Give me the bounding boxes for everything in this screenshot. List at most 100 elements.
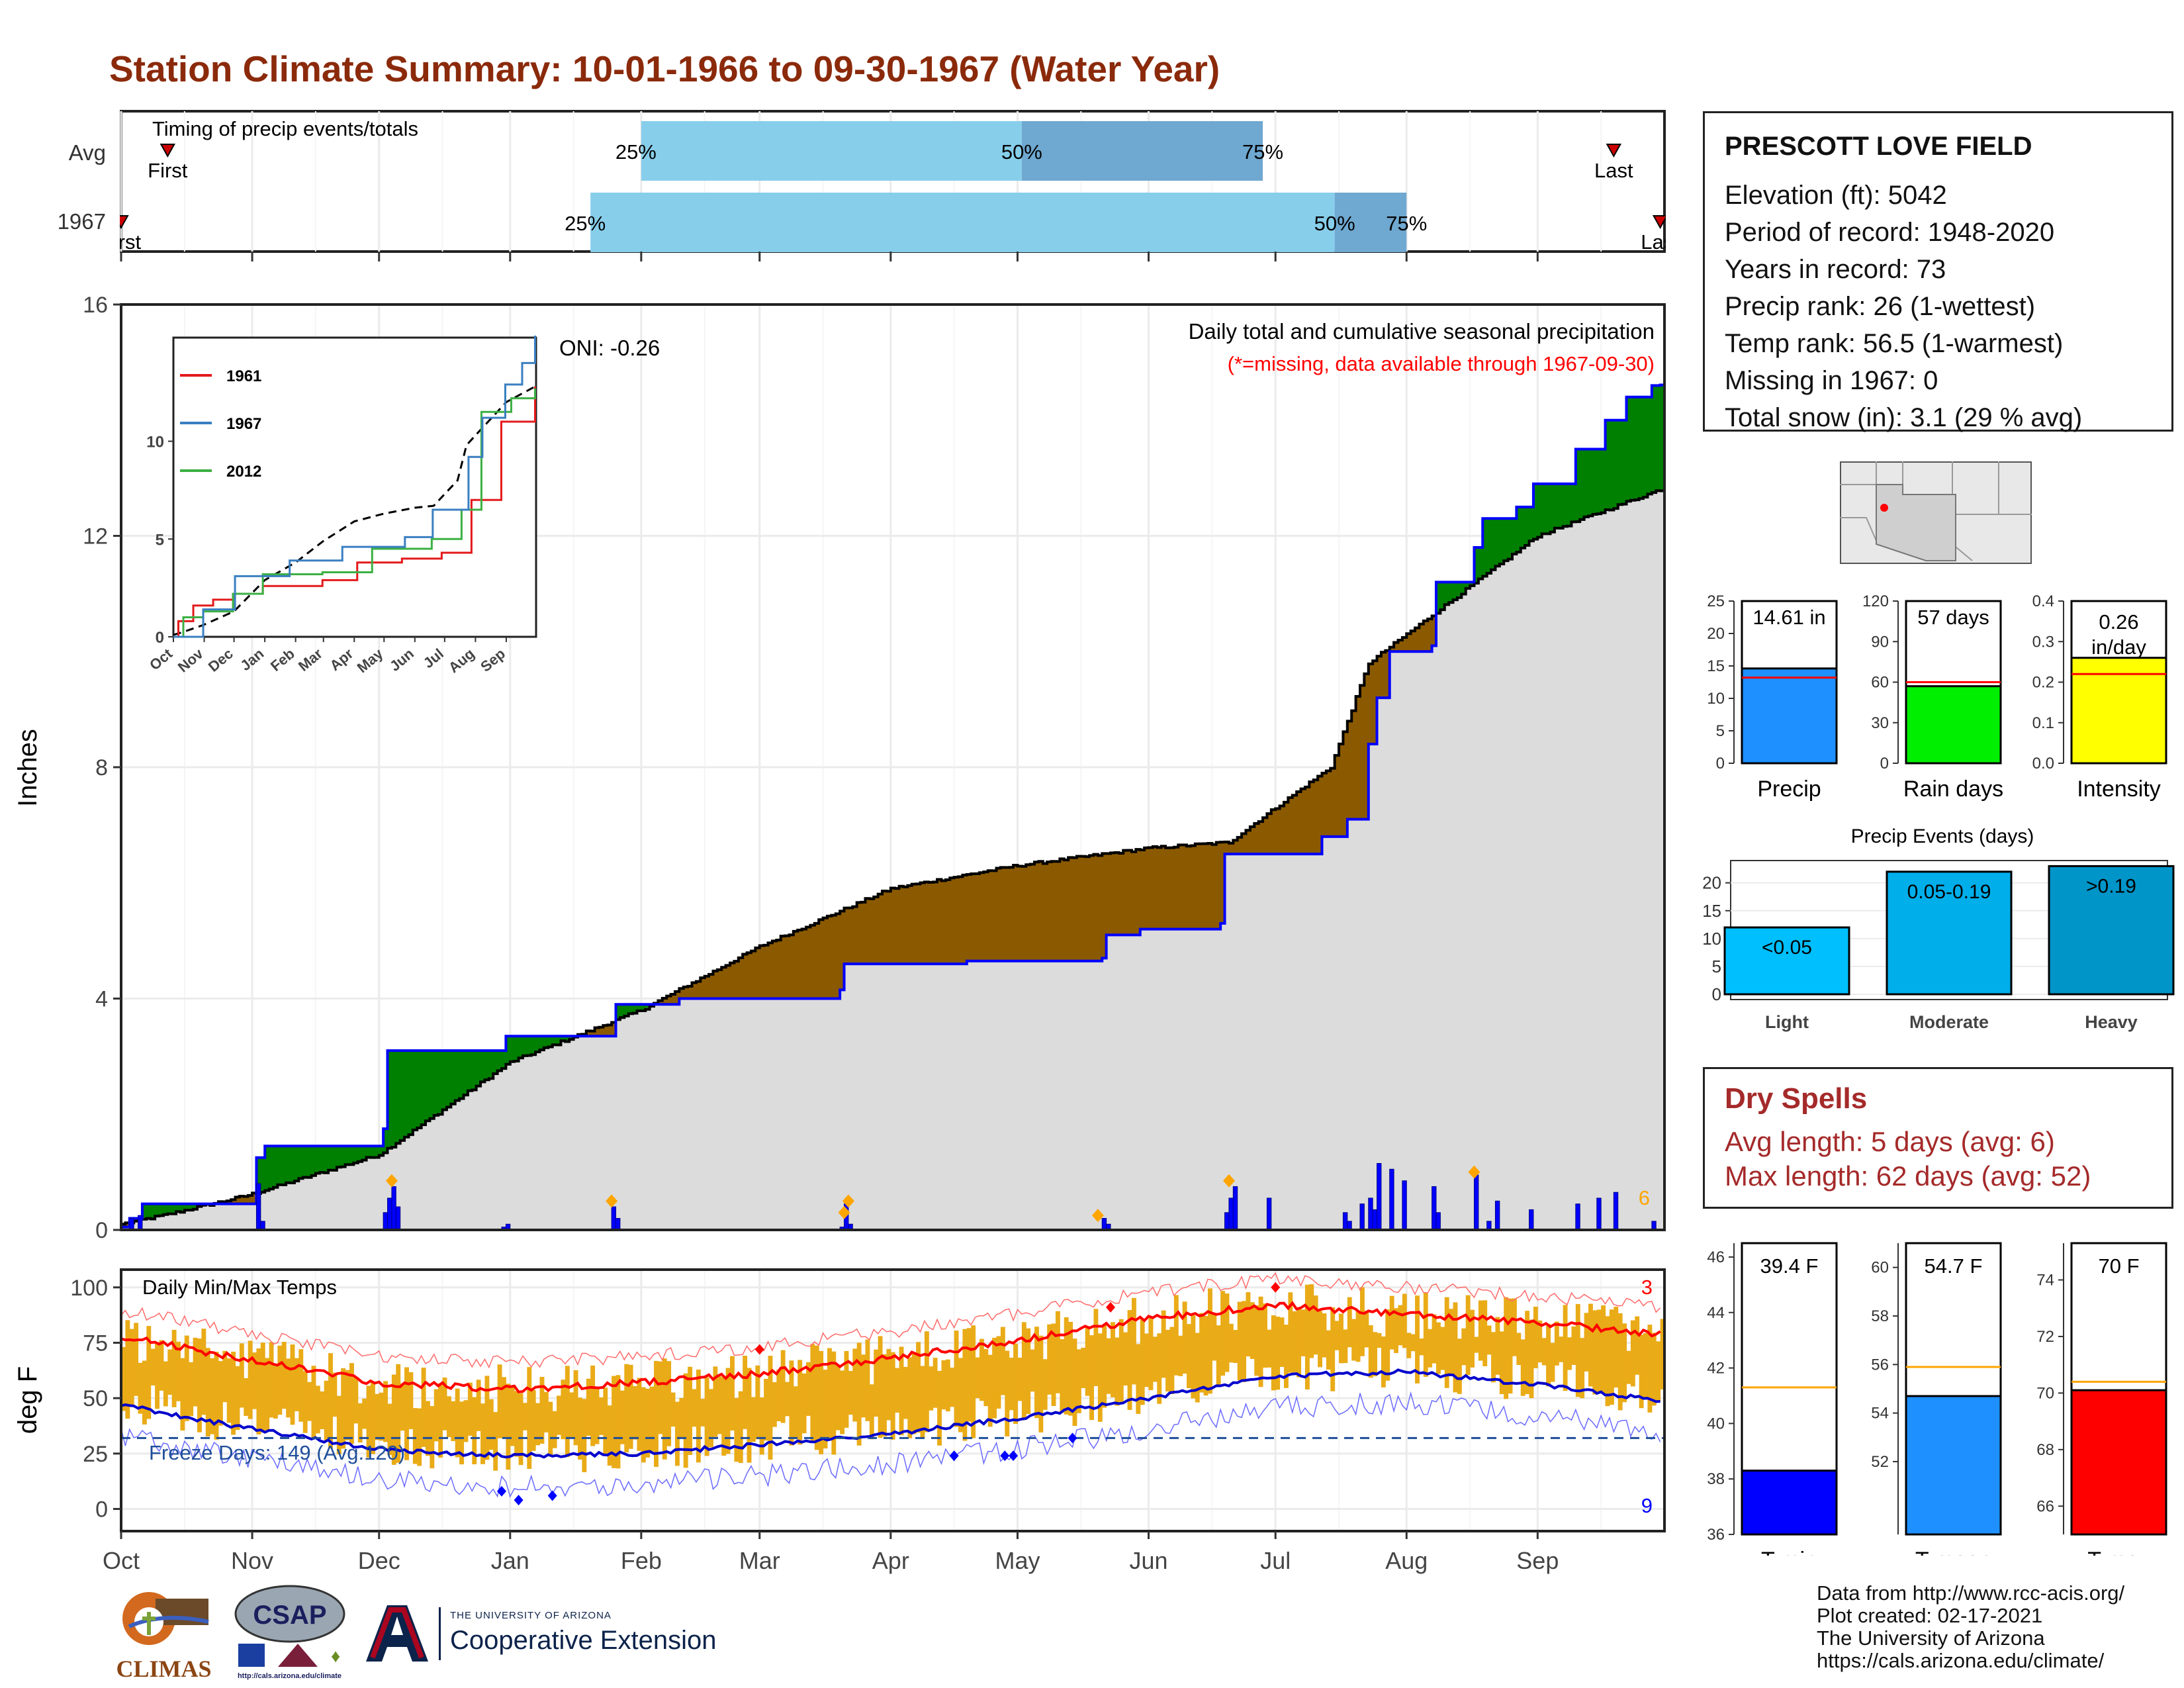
daily-temp-range-bar xyxy=(239,1343,244,1408)
credit-url: https://cals.arizona.edu/climate/ xyxy=(1817,1649,2105,1672)
daily-temp-range-bar xyxy=(433,1389,439,1442)
daily-temp-range-bar xyxy=(1406,1333,1412,1358)
precip-anomaly-fill xyxy=(1355,696,1361,820)
precip-anomaly-fill xyxy=(269,1146,274,1190)
daily-temp-range-bar xyxy=(535,1403,541,1446)
daily-temp-range-bar xyxy=(1402,1293,1407,1348)
precip-anomaly-fill xyxy=(383,1129,388,1153)
precip-anomaly-fill xyxy=(353,1146,359,1163)
precip-anomaly-fill xyxy=(1449,582,1454,603)
precip-anomaly-fill xyxy=(1440,582,1445,610)
precip-anomaly-fill xyxy=(163,1203,168,1215)
precip-anomaly-fill xyxy=(244,1196,249,1204)
precip-anomaly-fill xyxy=(442,1051,447,1110)
precip-anomaly-fill xyxy=(1060,859,1065,961)
svg-text:♦: ♦ xyxy=(331,1646,340,1666)
daily-temp-range-bar xyxy=(1111,1322,1115,1397)
precip-anomaly-fill xyxy=(518,1036,523,1058)
precip-anomaly-fill xyxy=(709,974,714,999)
daily-temp-range-bar xyxy=(806,1362,811,1416)
precip-anomaly-fill xyxy=(366,1146,371,1158)
daily-temp-range-bar xyxy=(679,1397,684,1439)
daily-temp-range-bar xyxy=(666,1361,672,1446)
precip-anomaly-fill xyxy=(827,915,832,999)
daily-temp-range-bar xyxy=(670,1392,676,1427)
daily-temp-range-bar xyxy=(1169,1327,1175,1395)
daily-temp-range-bar xyxy=(983,1349,989,1407)
precip-anomaly-fill xyxy=(320,1146,325,1173)
credit-plot-created: Plot created: 02-17-2021 xyxy=(1817,1604,2043,1627)
precip-anomaly-fill xyxy=(455,1051,460,1101)
precip-anomaly-fill xyxy=(1525,506,1530,545)
precip-anomaly-fill xyxy=(1533,483,1538,539)
csap-logo: CSAP ♦ http://cals.arizona.edu/climate xyxy=(232,1584,347,1685)
precip-anomaly-fill xyxy=(1428,619,1433,652)
daily-temp-range-bar xyxy=(1630,1320,1635,1387)
daily-temp-range-bar xyxy=(1038,1335,1044,1432)
station-total-snow: Total snow (in): 3.1 (29 % avg) xyxy=(1725,403,2083,432)
station-precip-rank: Precip rank: 26 (1-wettest) xyxy=(1725,292,2036,321)
summary-tick-label: 10 xyxy=(1707,690,1725,708)
daily-temp-range-bar xyxy=(1516,1333,1522,1366)
precip-anomaly-fill xyxy=(1563,483,1568,527)
precip-anomaly-fill xyxy=(1394,642,1399,652)
daily-temp-range-bar xyxy=(869,1384,874,1440)
daily-temp-range-bar xyxy=(1491,1332,1496,1383)
daily-temp-range-bar xyxy=(210,1358,215,1434)
precip-anomaly-fill xyxy=(176,1203,181,1212)
daily-temp-range-bar xyxy=(1339,1313,1343,1364)
daily-temp-range-bar xyxy=(345,1370,350,1440)
daily-temp-range-bar xyxy=(768,1356,773,1460)
daily-temp-range-bar xyxy=(1470,1309,1475,1368)
daily-temp-range-bar xyxy=(1639,1335,1644,1409)
daily-temp-range-bar xyxy=(755,1365,760,1440)
daily-temp-range-bar xyxy=(1283,1325,1289,1388)
daily-temp-range-bar xyxy=(1064,1317,1069,1415)
precip-anomaly-fill xyxy=(1630,397,1635,500)
daily-temp-range-bar xyxy=(548,1401,553,1457)
daily-temp-range-bar xyxy=(226,1358,232,1423)
daily-temp-range-bar xyxy=(747,1368,752,1463)
daily-temp-range-bar xyxy=(1435,1322,1441,1374)
daily-temp-range-bar xyxy=(214,1352,219,1440)
daily-temp-range-bar xyxy=(721,1377,727,1456)
daily-temp-range-bar xyxy=(1275,1316,1281,1390)
precip-anomaly-fill xyxy=(1309,782,1314,855)
daily-temp-range-bar xyxy=(1258,1296,1263,1387)
daily-temp-range-bar xyxy=(493,1412,498,1471)
summary-category-label: Precip xyxy=(1757,776,1821,802)
precip-anomaly-fill xyxy=(433,1051,439,1115)
temp-ytick-label: 25 xyxy=(83,1442,108,1467)
daily-temp-range-bar xyxy=(801,1373,807,1434)
temp-bar-value-label: 39.4 F xyxy=(1760,1254,1819,1278)
precip-anomaly-fill xyxy=(286,1146,291,1183)
daily-temp-range-bar xyxy=(573,1370,578,1446)
precip-anomaly-fill xyxy=(725,965,731,999)
daily-temp-range-bar xyxy=(417,1408,422,1466)
daily-temp-range-bar xyxy=(1398,1305,1403,1346)
precip-anomaly-fill xyxy=(603,1025,608,1037)
daily-temp-range-bar xyxy=(713,1366,718,1437)
daily-temp-range-bar xyxy=(400,1383,405,1431)
daily-temp-range-bar xyxy=(1651,1333,1657,1406)
record-low-marker xyxy=(497,1485,507,1497)
daily-temp-range-bar xyxy=(357,1403,363,1443)
precip-anomaly-fill xyxy=(852,906,858,964)
daily-temp-range-bar xyxy=(265,1358,270,1430)
precip-anomaly-fill xyxy=(548,1036,553,1047)
precip-anomaly-fill xyxy=(1373,661,1378,745)
precip-anomaly-fill xyxy=(463,1051,469,1096)
precip-anomaly-fill xyxy=(797,929,803,999)
freeze-days-label: Freeze Days: 149 (Avg.120) xyxy=(149,1441,405,1464)
daily-temp-range-bar xyxy=(1546,1323,1551,1387)
precip-anomaly-fill xyxy=(1263,818,1268,855)
events-bar-label: 0.05-0.19 xyxy=(1907,881,1991,903)
daily-temp-range-bar xyxy=(497,1364,502,1438)
precip-anomaly-fill xyxy=(134,1218,139,1221)
daily-temp-range-bar xyxy=(277,1345,283,1415)
daily-temp-range-bar xyxy=(307,1382,312,1421)
precip-anomaly-fill xyxy=(171,1203,177,1214)
precip-anomaly-fill xyxy=(1660,385,1665,491)
daily-temp-range-bar xyxy=(1559,1336,1564,1362)
daily-temp-range-bar xyxy=(578,1397,582,1460)
